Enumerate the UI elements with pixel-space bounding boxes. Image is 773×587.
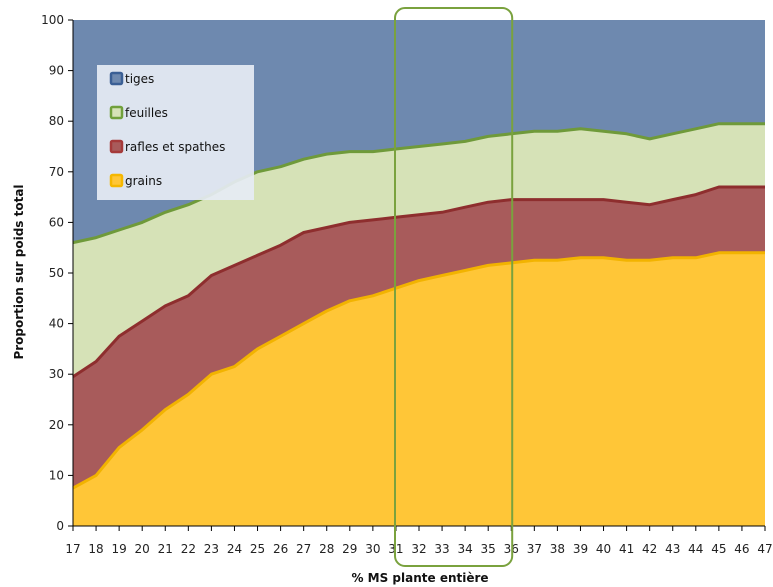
area-rafles-et-spathes xyxy=(73,187,765,489)
x-tick-label: 44 xyxy=(688,542,703,556)
legend-label-feuilles: feuilles xyxy=(125,106,168,120)
x-tick-label: 32 xyxy=(411,542,426,556)
y-tick-label: 50 xyxy=(49,266,64,280)
y-tick-label: 80 xyxy=(49,114,64,128)
x-tick-label: 34 xyxy=(457,542,472,556)
x-tick-label: 17 xyxy=(65,542,80,556)
x-axis: 17 18 19 20 21 22 23 24 25 26 27 28 29 30 31 32 33 34 35 36… xyxy=(65,525,773,556)
y-tick-label: 40 xyxy=(49,317,64,331)
x-tick-label: 18 xyxy=(88,542,103,556)
line-rafles-et-spathes xyxy=(72,185,765,378)
x-tick-label: 35 xyxy=(481,542,496,556)
x-tick-label: 47 xyxy=(757,542,772,556)
legend-swatch-rafles-et-spathes xyxy=(109,139,124,154)
y-tick-label: 90 xyxy=(49,64,64,78)
x-tick-label: 41 xyxy=(619,542,634,556)
x-tick-label: 46 xyxy=(734,542,749,556)
area-grains xyxy=(73,252,765,527)
y-tick-label: 20 xyxy=(49,418,64,432)
x-tick-label: 43 xyxy=(665,542,680,556)
x-tick-label: 38 xyxy=(550,542,565,556)
series-lines-group xyxy=(72,20,765,526)
y-tick-label: 60 xyxy=(49,215,64,229)
legend-swatch-grains xyxy=(109,173,124,188)
x-tick-label: 40 xyxy=(596,542,611,556)
highlight-group xyxy=(394,7,514,567)
x-axis-title: % MS plante entière xyxy=(351,571,488,585)
x-tick-label: 33 xyxy=(434,542,449,556)
legend-label-rafles-et-spathes: rafles et spathes xyxy=(125,140,225,154)
x-tick-label: 22 xyxy=(181,542,196,556)
x-tick-label: 20 xyxy=(135,542,150,556)
x-tick-label: 45 xyxy=(711,542,726,556)
highlight-box xyxy=(394,7,514,567)
legend-swatch-feuilles xyxy=(109,105,124,120)
x-tick-label: 19 xyxy=(111,542,126,556)
legend-label-grains: grains xyxy=(125,174,162,188)
legend: tiges feuilles rafles et spathes grains xyxy=(97,65,254,200)
x-tick-label: 24 xyxy=(227,542,242,556)
legend-swatch-tiges xyxy=(109,71,124,86)
x-tick-label: 42 xyxy=(642,542,657,556)
y-axis-title: Proportion sur poids total xyxy=(12,184,26,359)
x-tick-label: 25 xyxy=(250,542,265,556)
legend-label-tiges: tiges xyxy=(125,72,154,86)
y-axis: 0 10 20 30 40 50 60 70 80 90 100 xyxy=(41,13,74,533)
x-tick-label: 26 xyxy=(273,542,288,556)
x-tick-label: 27 xyxy=(296,542,311,556)
x-tick-label: 23 xyxy=(204,542,219,556)
y-tick-label: 30 xyxy=(49,367,64,381)
x-tick-label: 37 xyxy=(527,542,542,556)
line-grains xyxy=(72,251,765,490)
x-tick-label: 39 xyxy=(573,542,588,556)
y-tick-label: 70 xyxy=(49,165,64,179)
y-tick-label: 10 xyxy=(49,468,64,482)
line-feuilles xyxy=(72,122,765,245)
y-tick-label: 100 xyxy=(41,13,64,27)
x-tick-label: 29 xyxy=(342,542,357,556)
x-tick-label: 28 xyxy=(319,542,334,556)
x-tick-label: 21 xyxy=(158,542,173,556)
x-tick-label: 30 xyxy=(365,542,380,556)
y-tick-label: 0 xyxy=(56,519,64,533)
